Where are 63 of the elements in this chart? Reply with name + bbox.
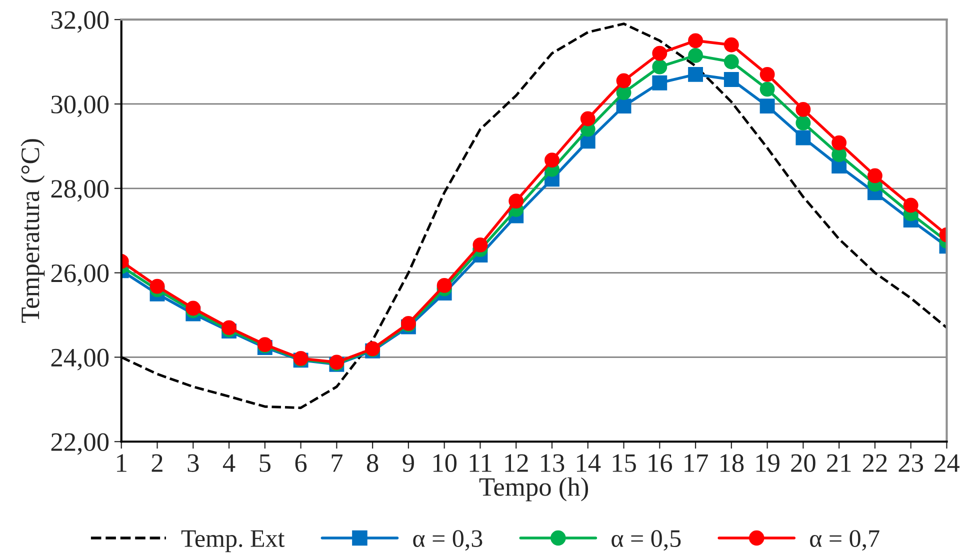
x-tick-label: 3 (188, 454, 199, 472)
y-tick-label: 24,00 (51, 348, 109, 370)
point (652, 46, 668, 61)
point (724, 72, 739, 87)
x-tick-label: 14 (577, 454, 601, 472)
x-tick-label: 16 (648, 454, 672, 472)
y-tick-label: 26,00 (51, 264, 109, 286)
x-tick-label: 22 (862, 454, 887, 472)
y-tick-label: 22,00 (51, 433, 109, 455)
point (832, 135, 847, 150)
point (724, 54, 739, 70)
legend-label: α = 0,7 (810, 530, 880, 551)
point (616, 73, 632, 88)
x-tick-label: 17 (684, 454, 708, 472)
point (688, 66, 703, 82)
x-tick-label: 10 (433, 454, 457, 472)
x-tick-label: 6 (295, 454, 307, 472)
x-tick-label: 8 (366, 454, 378, 472)
point (652, 75, 668, 90)
y-tick-label: 32,00 (51, 11, 109, 33)
x-tick-label: 9 (402, 454, 414, 472)
x-tick-label: 12 (505, 454, 528, 472)
x-tick-label: 13 (541, 454, 564, 472)
point (867, 168, 882, 184)
point (832, 147, 847, 162)
legend-label: α = 0,5 (612, 530, 681, 551)
point (796, 116, 811, 130)
x-tick-label: 15 (612, 454, 636, 472)
x-tick-label: 23 (898, 454, 924, 472)
x-tick-label: 24 (934, 454, 960, 472)
x-axis-title: Tempo (h) (479, 477, 588, 502)
y-tick-label: 30,00 (51, 96, 109, 118)
point (688, 48, 703, 63)
point (760, 98, 775, 114)
point (903, 198, 918, 213)
x-tick-label: 19 (756, 454, 780, 472)
legend-label: Temp. Ext (181, 530, 285, 552)
point (760, 82, 775, 97)
x-tick-label: 5 (260, 454, 270, 472)
x-tick-label: 7 (332, 454, 343, 472)
x-tick-label: 18 (720, 454, 744, 472)
x-tick-label: 4 (222, 454, 236, 472)
point (760, 66, 775, 82)
point (544, 152, 560, 168)
point (472, 237, 488, 252)
x-tick-label: 11 (470, 454, 492, 472)
point (724, 37, 739, 52)
point (436, 278, 452, 293)
x-tick-label: 2 (152, 454, 162, 472)
point (616, 98, 632, 114)
legend-label: α = 0,3 (413, 530, 482, 551)
y-tick-label: 28,00 (51, 180, 109, 202)
point (508, 194, 524, 209)
point (580, 111, 596, 126)
point (796, 102, 811, 117)
y-axis-title: Temperatura (°C) (20, 139, 45, 323)
x-tick-label: 21 (827, 454, 851, 472)
x-tick-label: 20 (791, 454, 816, 472)
point (688, 33, 703, 48)
point (796, 130, 811, 146)
point (150, 278, 165, 294)
x-tick-label: 1 (117, 454, 126, 472)
point (652, 59, 668, 74)
